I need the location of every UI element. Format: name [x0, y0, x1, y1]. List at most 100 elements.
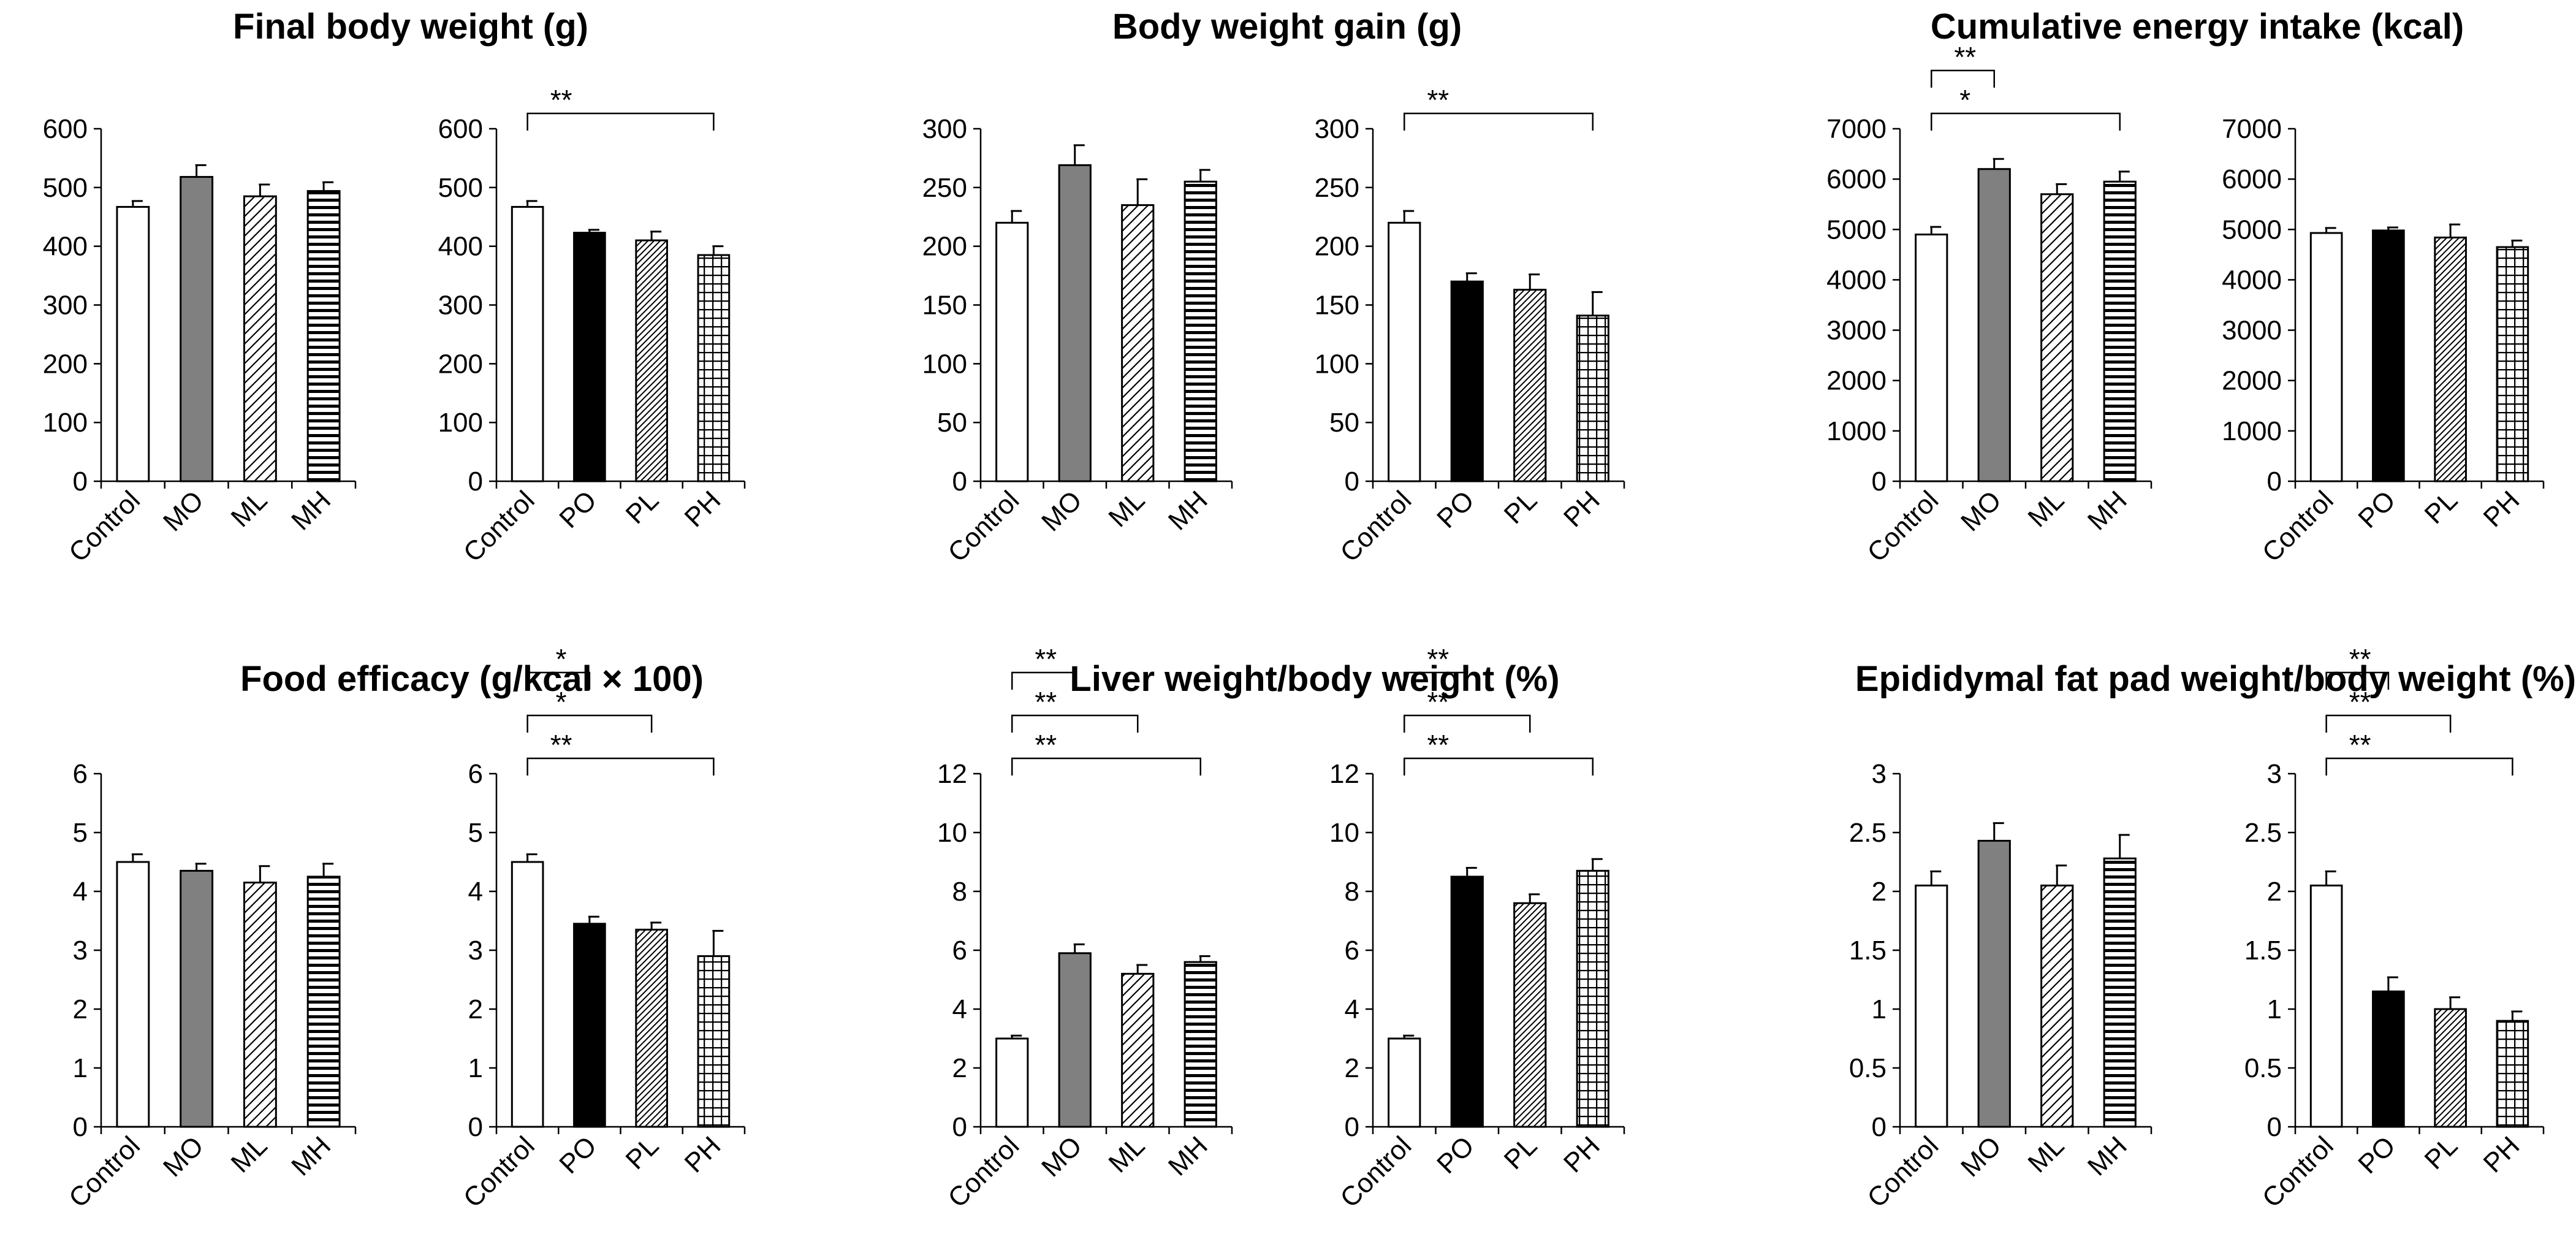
chart-10: 0 2 4 6 8 10 12 Control PO PL PH ** ** ** [1329, 643, 1625, 1213]
y-tick-label: 100 [1315, 349, 1359, 379]
bar-mh [306, 190, 341, 482]
x-tick-label-pl: PL [620, 485, 664, 530]
x-tick-label-ml: ML [2022, 485, 2070, 533]
y-tick-label: 4 [468, 877, 483, 907]
y-tick-label: 10 [937, 818, 967, 848]
x-tick-label-po: PO [1431, 1130, 1480, 1180]
y-tick-label: 12 [937, 759, 967, 789]
significance-label: ** [1954, 41, 1976, 73]
y-tick-label: 50 [1329, 408, 1359, 438]
y-tick-label: 1000 [2222, 416, 2282, 446]
x-tick-label-control: Control [1334, 485, 1417, 568]
y-tick-label: 2.5 [2244, 818, 2282, 848]
x-tick-label-control: Control [1334, 1130, 1417, 1213]
y-tick-label: 2 [2267, 877, 2282, 907]
x-tick-label-ph: PH [1558, 485, 1606, 533]
chart-12: 0 0.5 1 1.5 2 2.5 3 Control PO PL PH ** ** ** [2244, 643, 2545, 1213]
y-tick-label: 10 [1329, 818, 1359, 848]
x-tick-label-ml: ML [1103, 485, 1150, 533]
y-tick-label: 1 [468, 1053, 483, 1083]
significance-label: ** [1427, 84, 1449, 116]
significance-label: ** [1427, 643, 1449, 675]
y-tick-label: 0 [468, 1112, 483, 1142]
y-tick-label: 200 [438, 349, 483, 379]
y-tick-label: 4 [952, 994, 967, 1024]
bar-ph [697, 254, 731, 482]
bar-mh [1184, 961, 1217, 1128]
y-tick-label: 1.5 [1849, 936, 1886, 966]
x-tick-label-pl: PL [1499, 485, 1543, 530]
significance-label: ** [1427, 686, 1449, 718]
x-tick-label-control: Control [1861, 485, 1944, 568]
bar-control [511, 205, 544, 482]
bar-ml [2040, 193, 2074, 482]
significance-bracket [1011, 757, 1201, 776]
y-tick-label: 6000 [2222, 164, 2282, 194]
x-tick-label-mh: MH [286, 1130, 336, 1181]
significance-bracket [1931, 112, 2121, 131]
y-tick-label: 3 [73, 936, 88, 966]
y-tick-label: 0 [73, 467, 88, 497]
y-tick-label: 2000 [2222, 366, 2282, 396]
x-tick-label-pl: PL [2418, 1130, 2463, 1175]
y-tick-label: 6 [468, 759, 483, 789]
y-tick-label: 500 [438, 173, 483, 203]
chart-3: 0 50 100 150 200 250 300 Control MO ML MH [922, 114, 1233, 568]
bar-pl [1513, 289, 1547, 482]
x-tick-label-pl: PL [2418, 485, 2463, 530]
y-tick-label: 0 [1345, 467, 1359, 497]
y-tick-label: 600 [438, 114, 483, 144]
x-tick-label-ph: PH [2478, 1130, 2526, 1178]
y-tick-label: 4 [73, 877, 88, 907]
y-tick-label: 1 [1872, 994, 1886, 1024]
bar-ml [243, 195, 277, 482]
bar-pl [635, 928, 668, 1128]
y-tick-label: 1 [2267, 994, 2282, 1024]
significance-bracket [1011, 714, 1139, 733]
bar-ph [1576, 869, 1609, 1128]
y-tick-label: 6 [73, 759, 88, 789]
bar-ph [697, 955, 731, 1128]
x-tick-label-ph: PH [1558, 1130, 1606, 1178]
x-tick-label-control: Control [1861, 1130, 1944, 1213]
y-tick-label: 0 [2267, 467, 2282, 497]
y-tick-label: 0 [73, 1112, 88, 1142]
significance-bracket [2325, 714, 2452, 733]
x-tick-label-ml: ML [226, 485, 273, 533]
x-tick-label-ph: PH [679, 485, 727, 533]
y-tick-label: 5000 [1826, 215, 1886, 245]
bar-mh [2103, 180, 2137, 482]
chart-2: 0 100 200 300 400 500 600 Control PO PL PH ** [438, 84, 746, 568]
y-tick-label: 6000 [1826, 164, 1886, 194]
y-tick-label: 5 [468, 818, 483, 848]
y-tick-label: 1.5 [2244, 936, 2282, 966]
bar-control [511, 861, 544, 1128]
x-tick-label-ml: ML [1103, 1130, 1150, 1178]
significance-label: ** [1427, 729, 1449, 761]
bar-control [1915, 884, 1948, 1128]
panel-title-food-efficacy: Food efficacy (g/kcal × 100) [240, 659, 704, 699]
y-tick-label: 50 [937, 408, 967, 438]
significance-bracket [526, 757, 715, 776]
x-tick-label-ph: PH [2478, 485, 2526, 533]
x-tick-label-mo: MO [1036, 485, 1088, 537]
y-tick-label: 400 [43, 232, 88, 262]
y-tick-label: 5000 [2222, 215, 2282, 245]
x-tick-label-mo: MO [158, 485, 210, 537]
bar-mh [306, 875, 341, 1128]
y-tick-label: 0 [1345, 1112, 1359, 1142]
y-tick-label: 200 [1315, 232, 1359, 262]
y-tick-label: 6 [1345, 936, 1359, 966]
bar-control [995, 1037, 1029, 1128]
panel-title-body-weight-gain: Body weight gain (g) [1112, 7, 1462, 47]
significance-label: ** [550, 84, 572, 116]
significance-label: ** [2349, 686, 2371, 718]
x-tick-label-control: Control [2257, 1130, 2339, 1213]
x-tick-label-control: Control [942, 485, 1025, 568]
y-tick-label: 8 [952, 877, 967, 907]
bar-ph [2496, 1020, 2529, 1128]
significance-label: * [556, 643, 567, 675]
y-tick-label: 1 [73, 1053, 88, 1083]
